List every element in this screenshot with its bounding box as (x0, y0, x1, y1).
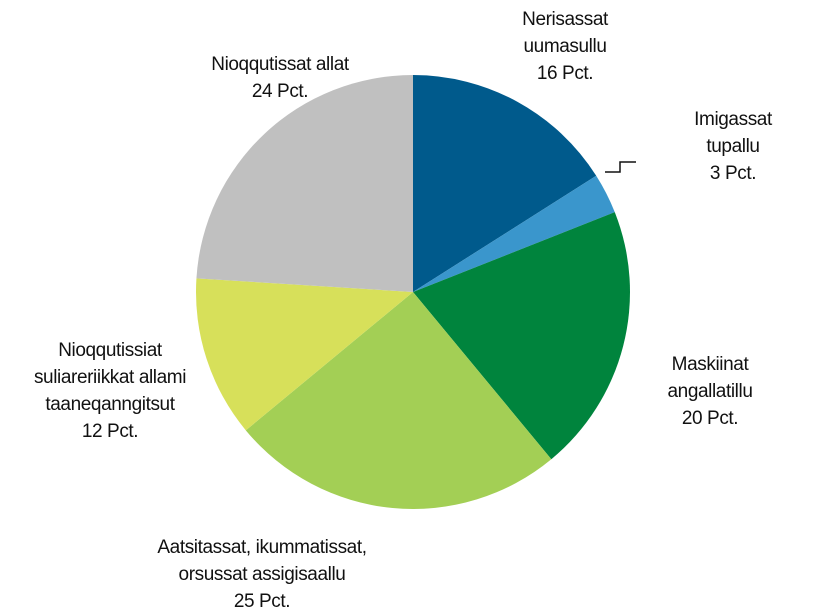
value-label: 12 Pct. (81, 421, 139, 442)
category-label: Nerisassat uumasullu (522, 9, 608, 57)
slice-label: Imigassat tupallu 3 Pct. (689, 106, 778, 187)
value-label: 16 Pct. (536, 63, 594, 84)
value-label: 3 Pct. (709, 163, 757, 184)
value-label: 24 Pct. (251, 81, 309, 102)
category-label: Aatsitassat, ikummatissat, orsussat assi… (157, 537, 367, 585)
pie-slice (413, 75, 597, 292)
pie-slice (196, 75, 413, 292)
value-label: 20 Pct. (681, 408, 739, 429)
slice-label: Nioqqutissat allat 24 Pct. (211, 51, 349, 105)
pie-slice (245, 292, 552, 509)
category-label: Maskiinat angallatillu (667, 354, 753, 402)
category-label: Nioqqutissat allat (211, 54, 349, 75)
category-label: Nioqqutissiat suliareriikkat allami taan… (33, 340, 187, 415)
slice-label: Nerisassat uumasullu 16 Pct. (522, 6, 608, 87)
category-label: Imigassat tupallu (694, 109, 772, 157)
slice-label: Aatsitassat, ikummatissat, orsussat assi… (157, 534, 367, 613)
pie-slice (413, 212, 630, 460)
slice-label: Maskiinat angallatillu 20 Pct. (668, 351, 753, 432)
value-label: 25 Pct. (233, 591, 291, 612)
leader-line (605, 161, 636, 173)
slice-label: Nioqqutissiat suliareriikkat allami taan… (34, 337, 186, 445)
pie-slice (196, 278, 413, 431)
pie-slice (413, 175, 615, 292)
